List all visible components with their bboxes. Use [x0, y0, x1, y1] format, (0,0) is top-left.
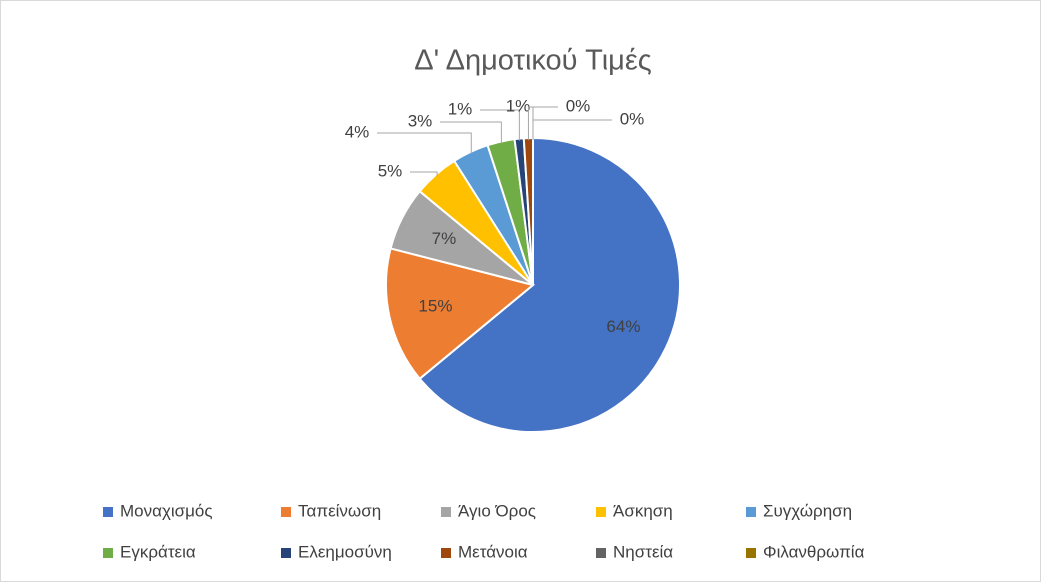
leader-line — [440, 121, 502, 144]
legend-marker — [596, 548, 606, 558]
legend-marker — [596, 507, 606, 517]
data-label: 1% — [506, 96, 531, 115]
leader-line — [480, 109, 520, 141]
legend-label: Μετάνοια — [458, 542, 528, 561]
data-label: 64% — [606, 317, 640, 336]
leader-line — [377, 132, 472, 154]
legend-marker — [441, 507, 451, 517]
legend-marker — [103, 548, 113, 558]
legend-label: Νηστεία — [613, 542, 673, 561]
legend-label: Μοναχισμός — [120, 501, 213, 520]
leader-line — [410, 171, 438, 177]
data-label: 15% — [418, 296, 452, 315]
pie-slice — [418, 136, 681, 433]
data-label: 1% — [448, 99, 473, 118]
leader-line — [532, 119, 612, 140]
legend-label: Φιλανθρωπία — [763, 542, 865, 561]
legend-marker — [103, 507, 113, 517]
legend-marker — [281, 507, 291, 517]
data-label: 0% — [620, 109, 645, 128]
legend-marker — [441, 548, 451, 558]
legend-marker — [746, 548, 756, 558]
data-label: 3% — [408, 111, 433, 130]
legend-label: Ταπείνωση — [298, 501, 381, 520]
legend-label: Άγιο Όρος — [458, 501, 536, 520]
legend-label: Ελεημοσύνη — [298, 542, 392, 561]
chart-title: Δ' Δημοτικού Τιμές — [414, 45, 652, 77]
legend-marker — [746, 507, 756, 517]
legend-label: Άσκηση — [613, 501, 673, 520]
data-label: 0% — [566, 96, 591, 115]
data-label: 5% — [378, 161, 403, 180]
pie-slice — [385, 247, 536, 381]
data-label: 7% — [432, 229, 457, 248]
legend-label: Εγκράτεια — [120, 542, 196, 561]
legend-marker — [281, 548, 291, 558]
legend-label: Συγχώρηση — [763, 501, 852, 520]
data-label: 4% — [345, 122, 370, 141]
